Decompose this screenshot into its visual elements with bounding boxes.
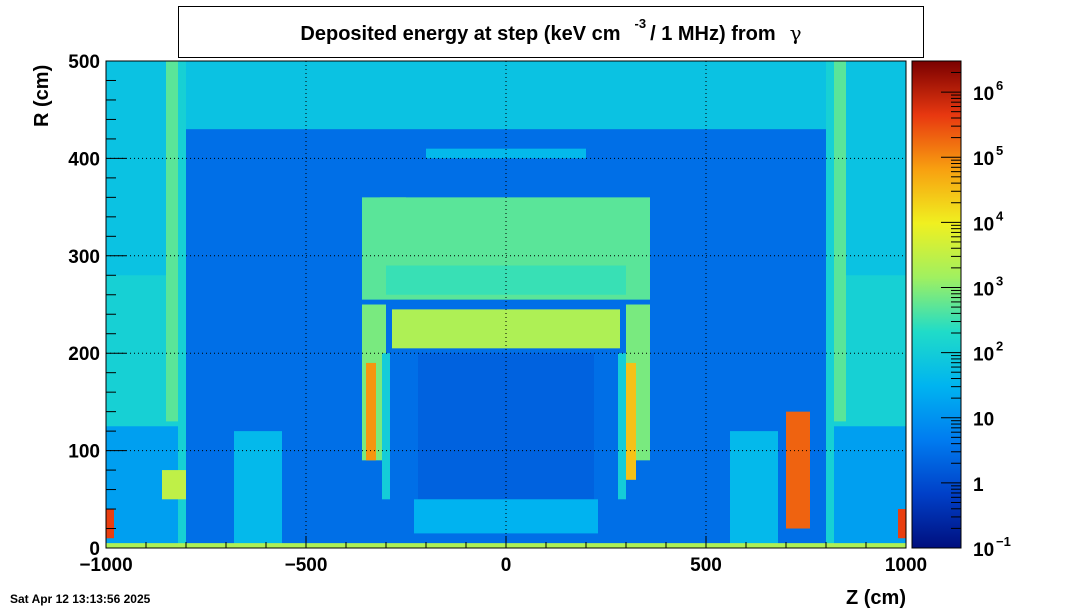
y-tick-label: 500 <box>68 52 100 73</box>
y-tick-label: 400 <box>68 149 100 170</box>
heatmap-cell <box>234 431 282 548</box>
y-tick-label: 200 <box>68 344 100 365</box>
heatmap-cell <box>834 61 846 422</box>
heatmap-cell <box>392 309 620 349</box>
colorbar-tick-exponent: 5 <box>996 143 1003 158</box>
y-tick-label: 0 <box>89 539 100 560</box>
x-tick-label: 500 <box>690 555 722 576</box>
y-tick-label: 100 <box>68 442 100 463</box>
heatmap-cell <box>730 431 778 548</box>
heatmap-cell <box>414 499 598 534</box>
title-particle: γ <box>789 21 802 45</box>
x-tick-label: 1000 <box>885 555 927 576</box>
y-axis: 0 100 200 300 400 500 <box>68 52 126 560</box>
plot-area <box>106 61 906 548</box>
colorbar-tick-label: 1 <box>973 475 984 496</box>
title-exponent: -3 <box>634 16 647 31</box>
heatmap-cell <box>106 61 174 276</box>
colorbar-tick-label: 10 <box>973 214 994 235</box>
y-tick-label: 300 <box>68 247 100 268</box>
colorbar-tick-exponent: 4 <box>996 208 1004 223</box>
heatmap-cell <box>898 509 906 539</box>
title-box: Deposited energy at step (keV cm -3/ 1 MH… <box>178 6 924 58</box>
heatmap-cell <box>166 61 178 422</box>
colorbar-tick-exponent: 6 <box>996 78 1003 93</box>
colorbar-tick-label: 10 <box>973 84 994 105</box>
grid-lines <box>106 61 906 548</box>
title-main: Deposited energy at step (keV cm <box>300 23 621 45</box>
y-axis-title: R (cm) <box>31 65 53 127</box>
heatmap-cell <box>366 362 376 461</box>
colorbar-tick-label: 10 <box>973 540 994 561</box>
title-tail: / 1 MHz) from <box>650 23 776 45</box>
x-tick-label: 0 <box>501 555 512 576</box>
chart-title: Deposited energy at step (keV cm -3/ 1 MH… <box>179 16 923 46</box>
footer-date: Sat Apr 12 13:13:56 2025 <box>10 592 151 606</box>
colorbar-tick-label: 10 <box>973 410 994 431</box>
x-tick-label: −1000 <box>79 555 132 576</box>
heatmap-cell <box>626 362 636 480</box>
colorbar-tick-exponent: −1 <box>996 534 1011 549</box>
heatmap-cell <box>618 353 626 500</box>
x-axis: −1000 −500 0 500 1000 <box>79 536 927 576</box>
heatmap-cell <box>834 426 906 548</box>
heatmap-cell <box>382 353 390 500</box>
heatmap-cell <box>162 470 186 500</box>
colorbar-tick-label: 10 <box>973 345 994 366</box>
colorbar-tick-label: 10 <box>973 149 994 170</box>
colorbar <box>911 60 962 549</box>
colorbar-tick-exponent: 2 <box>996 339 1003 354</box>
heatmap-cell <box>786 411 810 529</box>
colorbar-tick-label: 10 <box>973 279 994 300</box>
x-tick-label: −500 <box>285 555 328 576</box>
heatmap-cell <box>106 509 114 539</box>
x-axis-title: Z (cm) <box>846 587 906 609</box>
colorbar-tick-exponent: 3 <box>996 273 1003 288</box>
heatmap-cell <box>186 61 826 130</box>
heatmap-cell <box>838 61 906 276</box>
